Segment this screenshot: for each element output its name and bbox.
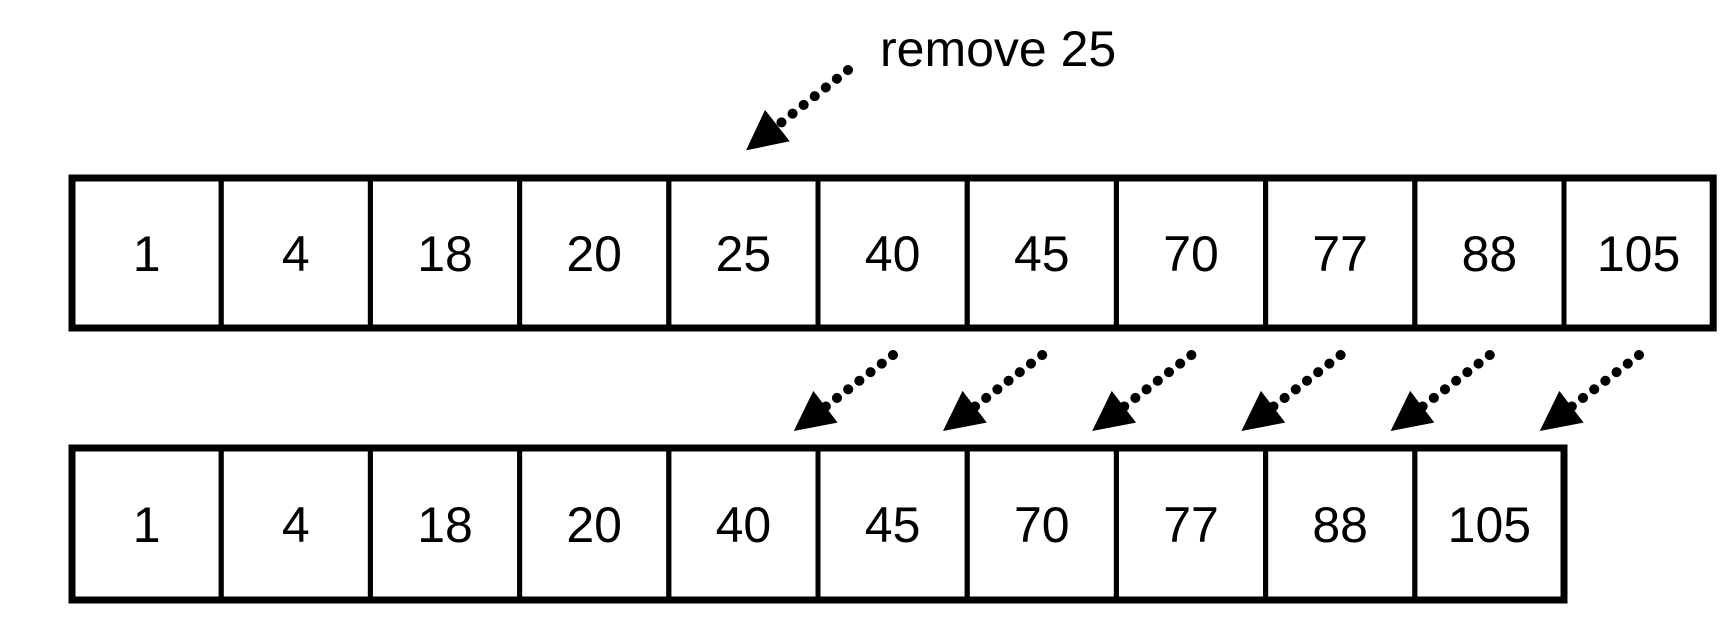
shift-arrow [942,350,1048,432]
removal-arrow [746,65,853,151]
shift-arrows [793,350,1644,432]
array-before-cell-value: 18 [417,226,473,282]
array-before-cell-value: 20 [566,226,622,282]
array-after-cell-value: 88 [1312,497,1368,553]
array-after-cell-value: 105 [1448,497,1531,553]
array-after-cell-value: 20 [566,497,622,553]
shift-arrow [1092,350,1197,432]
array-after-cell-value: 45 [865,497,921,553]
remove-annotation-label: remove 25 [880,21,1116,77]
shift-arrow [1539,350,1644,432]
array-before-cell-value: 77 [1312,226,1368,282]
array-after-cell-value: 70 [1014,497,1070,553]
array-after-cell-value: 40 [716,497,772,553]
array-before-cell-value: 105 [1597,226,1680,282]
array-after-cell [1412,445,1567,603]
array-after-cell-value: 1 [133,497,161,553]
array-before-cell-value: 70 [1163,226,1219,282]
shift-arrow [1390,350,1495,432]
array-before-cell-value: 25 [716,226,772,282]
removal-arrow-line [746,65,853,151]
array-after-cell-value: 4 [282,497,310,553]
array-before: 1 4 18 20 25 40 45 70 77 88 105 [68,174,1717,332]
array-before-cell-value: 88 [1462,226,1518,282]
array-before-cell-value: 40 [865,226,921,282]
array-before-cell-value: 4 [282,226,310,282]
array-after-cell-value: 77 [1163,497,1219,553]
shift-arrow [793,350,898,432]
array-before-cell [1561,175,1716,331]
array-before-cell-value: 1 [133,226,161,282]
array-after-cell-value: 18 [417,497,473,553]
shift-arrow [1241,350,1346,432]
array-after: 1 4 18 20 40 45 70 77 88 105 [68,444,1568,604]
array-before-cell-value: 45 [1014,226,1070,282]
